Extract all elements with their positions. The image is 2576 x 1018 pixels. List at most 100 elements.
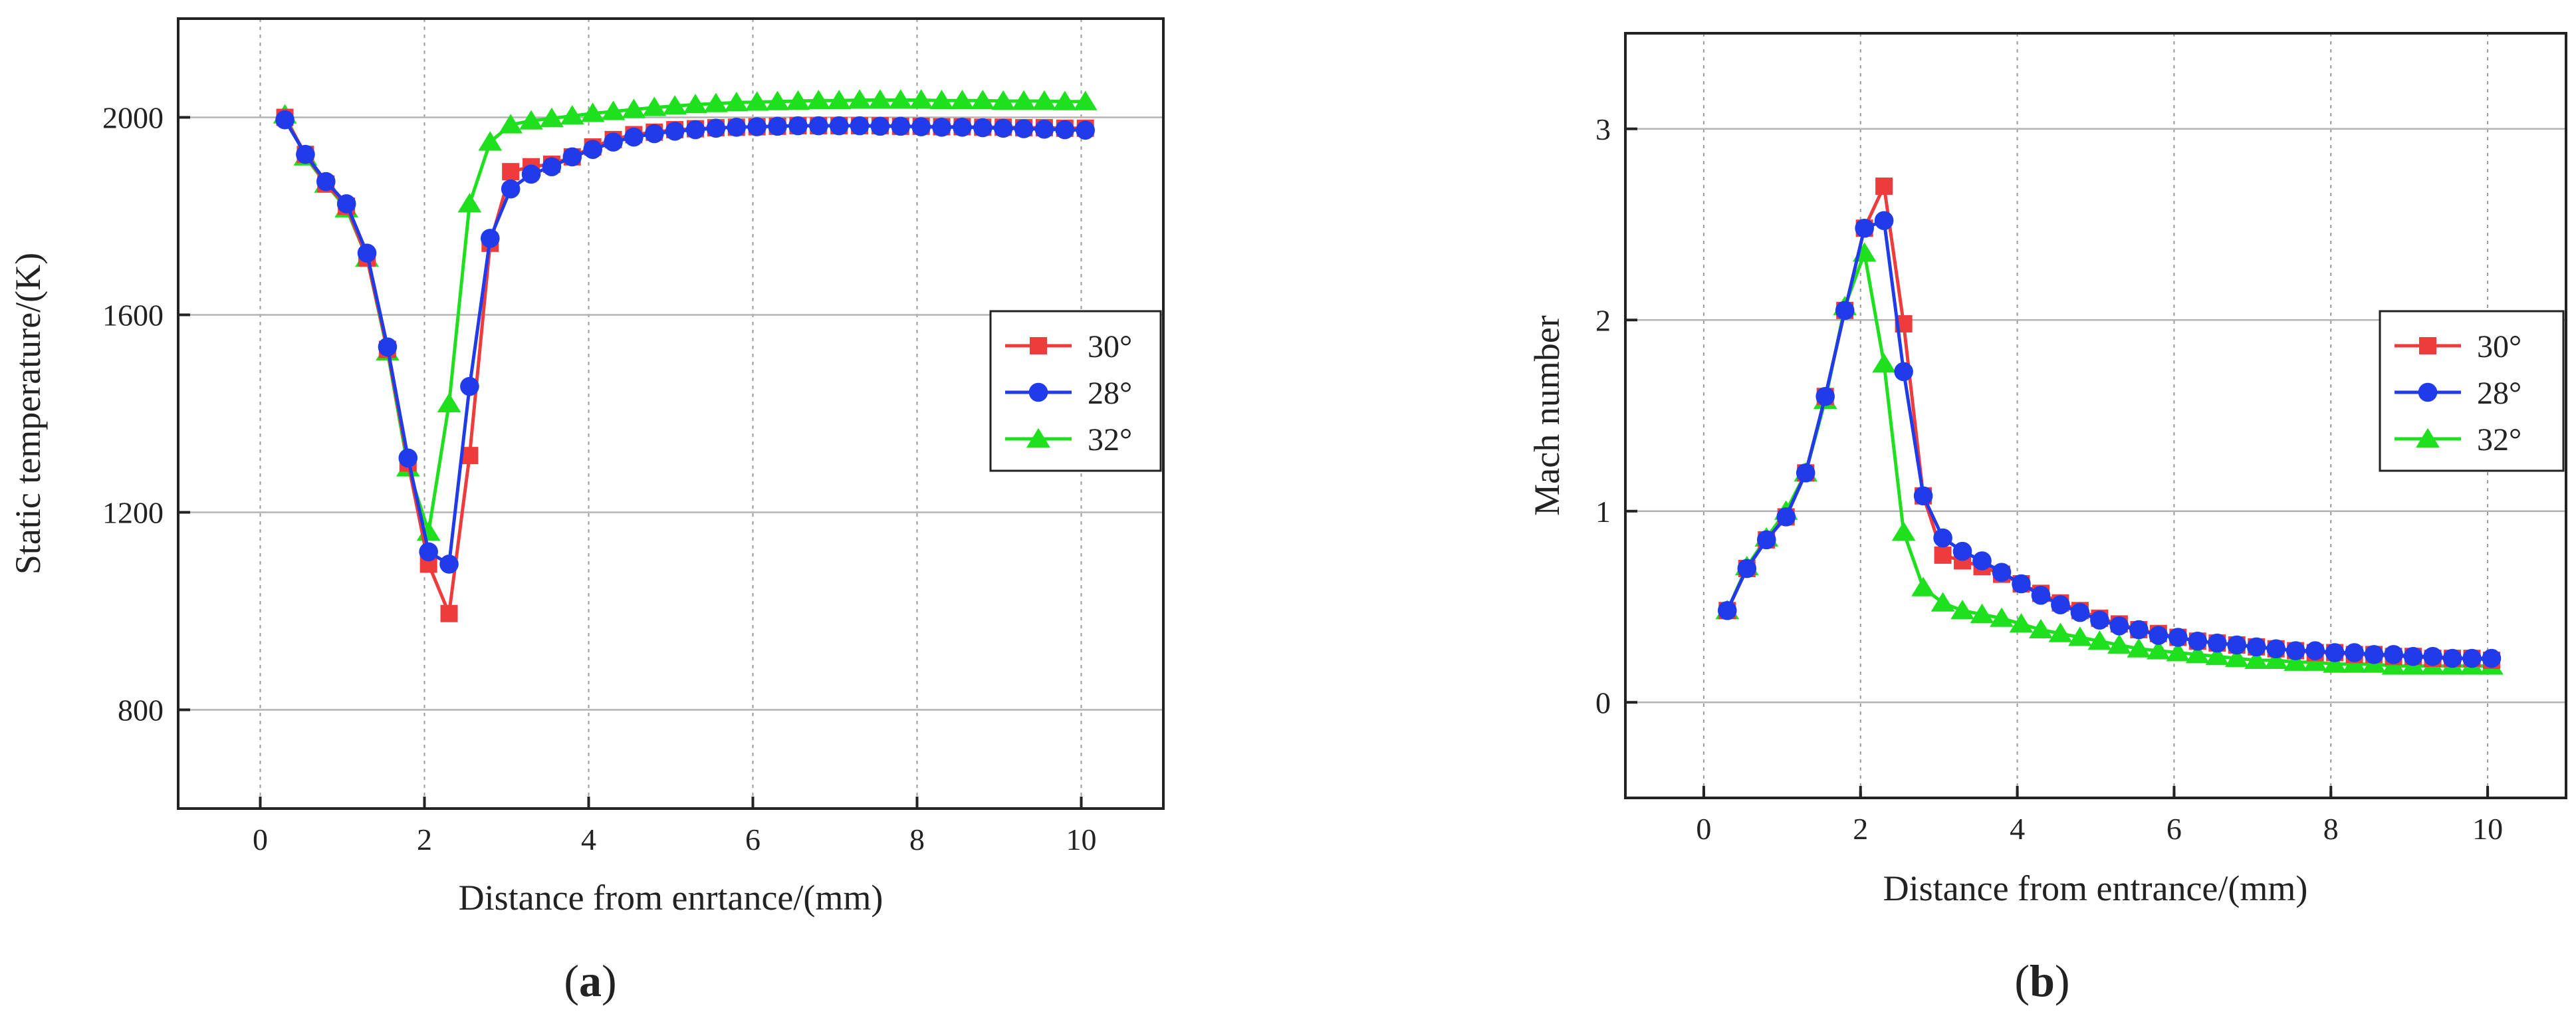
data-point-triangle xyxy=(2264,649,2288,669)
data-point-triangle xyxy=(478,131,503,151)
data-point-triangle xyxy=(2146,640,2170,660)
data-point-triangle xyxy=(663,95,687,115)
data-point-circle xyxy=(460,376,479,396)
data-point-triangle xyxy=(457,193,482,213)
legend-marker-triangle xyxy=(2416,428,2440,447)
data-point-triangle xyxy=(2048,622,2073,642)
data-point-circle xyxy=(1835,301,1855,320)
data-point-triangle xyxy=(929,90,954,110)
data-point-circle xyxy=(2109,616,2129,636)
data-point-circle xyxy=(1913,486,1933,506)
panel-a-ylabel: Static temperature/(K) xyxy=(8,253,48,574)
data-point-circle xyxy=(665,121,685,141)
panel-a-legend-items: 30° 28° 32° xyxy=(1005,329,1132,457)
legend-label: 28° xyxy=(1088,376,1132,411)
data-point-circle xyxy=(1933,528,1952,548)
data-point-circle xyxy=(357,243,377,263)
data-point-triangle xyxy=(971,90,995,110)
y-tick-label: 3 xyxy=(1595,112,1611,146)
x-tick-label: 4 xyxy=(581,823,596,856)
data-point-circle xyxy=(2070,602,2090,622)
data-point-triangle xyxy=(2224,647,2249,668)
data-point-circle xyxy=(2442,648,2462,668)
data-point-square xyxy=(1875,178,1893,195)
data-point-triangle xyxy=(1073,90,1098,110)
data-point-circle xyxy=(1972,551,1992,571)
data-point-circle xyxy=(932,118,951,137)
panel-a-legend: 30° 28° 32° xyxy=(989,310,1162,472)
data-point-circle xyxy=(1756,530,1776,550)
data-point-circle xyxy=(2246,637,2266,657)
y-tick-label: 2000 xyxy=(102,101,164,135)
panel-b-frame xyxy=(1624,32,2567,799)
panel-b-xlabel: Distance from entrance/(mm) xyxy=(1883,868,2308,908)
panel-a-xlabel: Distance from enrtance/(mm) xyxy=(459,878,883,918)
data-point-circle xyxy=(953,118,972,137)
y-tick-label: 1200 xyxy=(102,496,164,530)
data-point-triangle xyxy=(560,105,584,125)
panel-a-axis-ticks: 0 2 4 6 8 10 800 1200 1600 2000 xyxy=(102,101,1097,857)
data-point-circle xyxy=(481,229,500,248)
panel-a-frame xyxy=(177,17,1165,810)
data-point-triangle xyxy=(848,89,872,109)
data-point-triangle xyxy=(683,93,707,114)
legend-label: 32° xyxy=(2477,422,2521,457)
panel-b-legend-items: 30° 28° 32° xyxy=(2395,329,2521,457)
data-point-circle xyxy=(1737,559,1757,578)
data-point-triangle xyxy=(499,114,523,134)
data-point-circle xyxy=(419,542,438,562)
y-tick-label: 1 xyxy=(1595,495,1611,529)
data-point-triangle xyxy=(1990,607,2014,627)
data-point-circle xyxy=(1855,218,1874,238)
data-point-circle xyxy=(2149,626,2168,645)
data-point-circle xyxy=(1055,120,1075,140)
series-line-circle xyxy=(283,118,1086,567)
legend-marker-square xyxy=(1030,337,1047,354)
data-point-circle xyxy=(624,127,644,147)
data-point-triangle xyxy=(540,107,564,127)
x-tick-label: 8 xyxy=(2323,812,2339,846)
data-point-circle xyxy=(809,116,828,136)
data-point-triangle xyxy=(622,98,646,118)
data-point-triangle xyxy=(2244,649,2269,669)
data-point-circle xyxy=(1796,463,1815,483)
y-tick-label: 800 xyxy=(118,694,164,727)
data-point-circle xyxy=(747,117,766,136)
x-tick-label: 0 xyxy=(1696,812,1711,846)
data-point-circle xyxy=(583,140,602,160)
data-point-circle xyxy=(521,164,541,184)
data-point-circle xyxy=(2482,648,2502,668)
data-point-triangle xyxy=(437,392,461,413)
data-point-circle xyxy=(973,118,993,138)
data-point-circle xyxy=(439,555,459,574)
data-point-circle xyxy=(316,172,336,191)
x-tick-label: 10 xyxy=(2472,812,2503,846)
x-tick-label: 8 xyxy=(909,823,925,856)
data-point-circle xyxy=(2227,635,2247,655)
data-point-circle xyxy=(2403,646,2423,666)
panel-b-label: (b) xyxy=(2014,955,2069,1006)
data-point-triangle xyxy=(580,102,605,122)
data-point-circle xyxy=(2423,646,2442,666)
data-point-triangle xyxy=(1012,90,1036,110)
data-point-circle xyxy=(378,337,398,357)
legend-label: 30° xyxy=(1088,329,1132,364)
data-point-circle xyxy=(1014,119,1034,138)
panel-b-axis-ticks: 0 2 4 6 8 10 0 1 2 3 xyxy=(1595,112,2503,846)
data-point-circle xyxy=(788,116,808,136)
x-tick-label: 6 xyxy=(2166,812,2182,846)
data-point-triangle xyxy=(2107,634,2131,654)
data-point-triangle xyxy=(765,90,790,110)
y-tick-label: 0 xyxy=(1595,686,1611,719)
data-point-circle xyxy=(501,179,521,199)
data-point-circle xyxy=(2012,574,2031,594)
data-point-triangle xyxy=(2127,638,2151,658)
data-point-circle xyxy=(2345,643,2364,662)
data-point-circle xyxy=(891,116,911,136)
data-point-circle xyxy=(562,147,582,167)
data-point-triangle xyxy=(724,91,749,112)
x-tick-label: 4 xyxy=(2010,812,2025,846)
data-point-circle xyxy=(911,117,931,136)
legend-marker-circle xyxy=(1028,382,1048,402)
data-point-triangle xyxy=(806,90,831,110)
